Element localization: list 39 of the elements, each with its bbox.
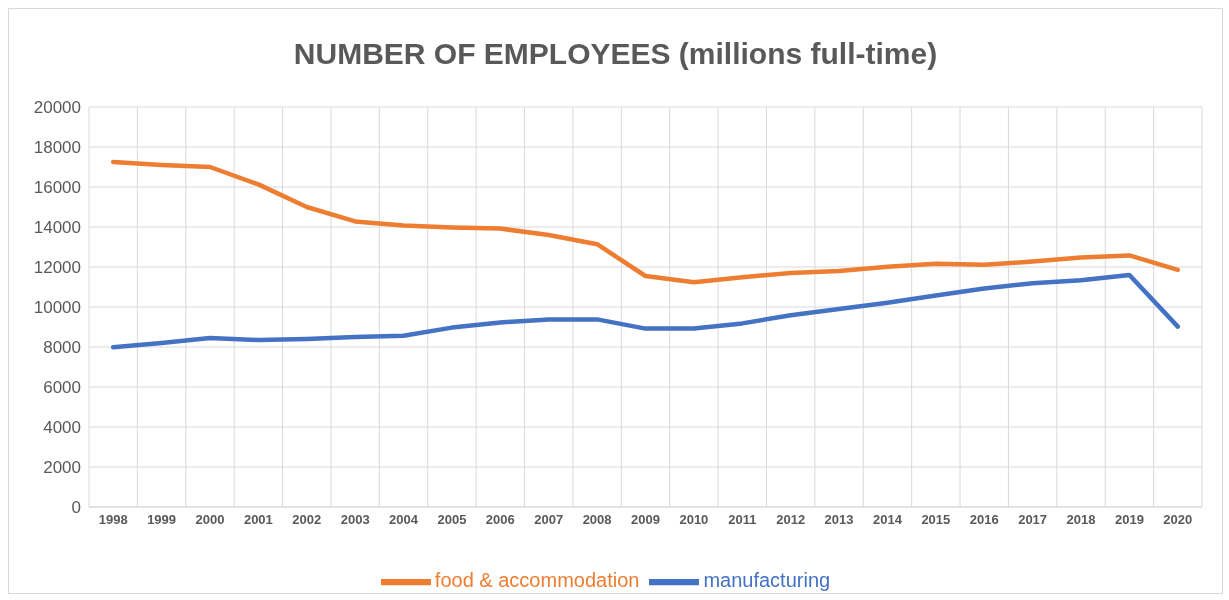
x-tick-label: 2016 xyxy=(969,512,999,528)
y-tick-label: 2000 xyxy=(43,458,81,478)
chart-title: NUMBER OF EMPLOYEES (millions full-time) xyxy=(292,36,939,72)
y-tick-label: 8000 xyxy=(43,338,81,358)
y-tick-label: 14000 xyxy=(33,218,81,238)
x-tick-label: 2019 xyxy=(1114,512,1144,528)
x-tick-label: 2015 xyxy=(921,512,951,528)
x-tick-label: 2009 xyxy=(631,512,660,528)
line-series xyxy=(110,159,1181,285)
x-tick-label: 2018 xyxy=(1066,512,1096,528)
x-tick-label: 2000 xyxy=(195,512,225,528)
x-tick-label: 2011 xyxy=(728,512,757,528)
x-tick-label: 2014 xyxy=(873,512,903,528)
x-tick-label: 1999 xyxy=(147,512,177,528)
y-tick-label: 4000 xyxy=(43,418,81,438)
x-tick-label: 2002 xyxy=(292,512,322,528)
x-tick-label: 2001 xyxy=(243,512,273,528)
y-tick-label: 20000 xyxy=(33,98,81,118)
x-tick-label: 2008 xyxy=(582,512,612,528)
y-tick-label: 0 xyxy=(71,498,81,518)
x-tick-label: 1998 xyxy=(98,512,128,528)
x-tick-label: 2020 xyxy=(1163,512,1193,528)
y-tick-label: 18000 xyxy=(33,138,81,158)
legend-label: food & accommodation xyxy=(434,569,640,592)
legend-label: manufacturing xyxy=(703,569,831,592)
x-tick-label: 2017 xyxy=(1018,512,1048,528)
x-tick-label: 2012 xyxy=(776,512,806,528)
x-tick-label: 2013 xyxy=(824,512,854,528)
y-tick-label: 6000 xyxy=(43,378,81,398)
x-tick-label: 2006 xyxy=(485,512,515,528)
y-tick-label: 10000 xyxy=(33,298,81,318)
y-tick-label: 12000 xyxy=(33,258,81,278)
x-tick-label: 2010 xyxy=(679,512,709,528)
x-tick-label: 2007 xyxy=(534,512,564,528)
x-tick-label: 2003 xyxy=(340,512,370,528)
y-tick-label: 16000 xyxy=(33,178,81,198)
x-tick-label: 2004 xyxy=(389,512,419,528)
x-tick-label: 2005 xyxy=(437,512,467,528)
line-series xyxy=(110,272,1181,350)
